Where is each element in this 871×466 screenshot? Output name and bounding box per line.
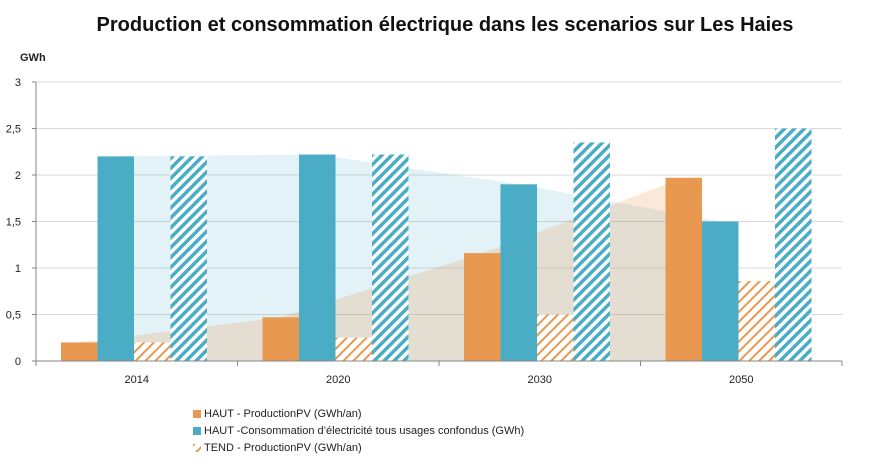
bar-tend-production (738, 281, 775, 361)
area-haut-consommation (115, 154, 721, 361)
y-tick-label: 2,5 (6, 124, 21, 136)
bar-haut-consommation (299, 154, 336, 361)
y-tick-label: 0 (15, 356, 21, 368)
bar-tend-consommation (573, 142, 610, 361)
y-tick-label: 3 (15, 77, 21, 89)
bar-haut-consommation (97, 156, 134, 361)
x-tick-label: 2030 (528, 374, 552, 386)
bar-haut-production (262, 317, 299, 361)
legend-swatch-solid-teal (193, 427, 201, 435)
x-tick-label: 2020 (326, 374, 350, 386)
bar-haut-production (61, 342, 98, 361)
x-tick-label: 2014 (125, 374, 149, 386)
legend-label: HAUT -Consommation d’électricité tous us… (204, 425, 525, 437)
chart-title: Production et consommation électrique da… (96, 14, 794, 36)
legend-label: HAUT - ProductionPV (GWh/an) (204, 408, 362, 420)
legend-swatch-hatched-orange (193, 444, 201, 452)
bar-haut-consommation (500, 184, 537, 361)
bars (61, 128, 812, 361)
y-tick-label: 1 (15, 263, 21, 275)
bar-haut-production (665, 177, 702, 361)
x-tick-label: 2050 (729, 374, 753, 386)
bar-haut-production (464, 253, 501, 361)
legend-item-haut-production: HAUT - ProductionPV (GWh/an) (193, 408, 362, 420)
y-tick-label: 2 (15, 170, 21, 182)
y-tick-label: 1,5 (6, 217, 21, 229)
bar-haut-consommation (702, 221, 739, 361)
bar-tend-production (335, 337, 372, 361)
bar-tend-production (134, 342, 171, 361)
bar-tend-production (537, 314, 574, 361)
legend-label: TEND - ProductionPV (GWh/an) (204, 442, 362, 454)
axes: 0 0,5 1 1,5 2 2,5 3 2014 2020 2030 2050 (6, 77, 843, 386)
y-axis-unit-label: GWh (20, 52, 46, 64)
legend-swatch-solid-orange (193, 410, 201, 418)
bar-tend-consommation (170, 156, 207, 361)
bar-tend-consommation (775, 128, 812, 361)
legend-item-tend-production: TEND - ProductionPV (GWh/an) (193, 442, 362, 454)
y-tick-label: 0,5 (6, 310, 21, 322)
legend-item-haut-consommation: HAUT -Consommation d’électricité tous us… (193, 425, 524, 437)
bar-tend-consommation (372, 154, 409, 361)
